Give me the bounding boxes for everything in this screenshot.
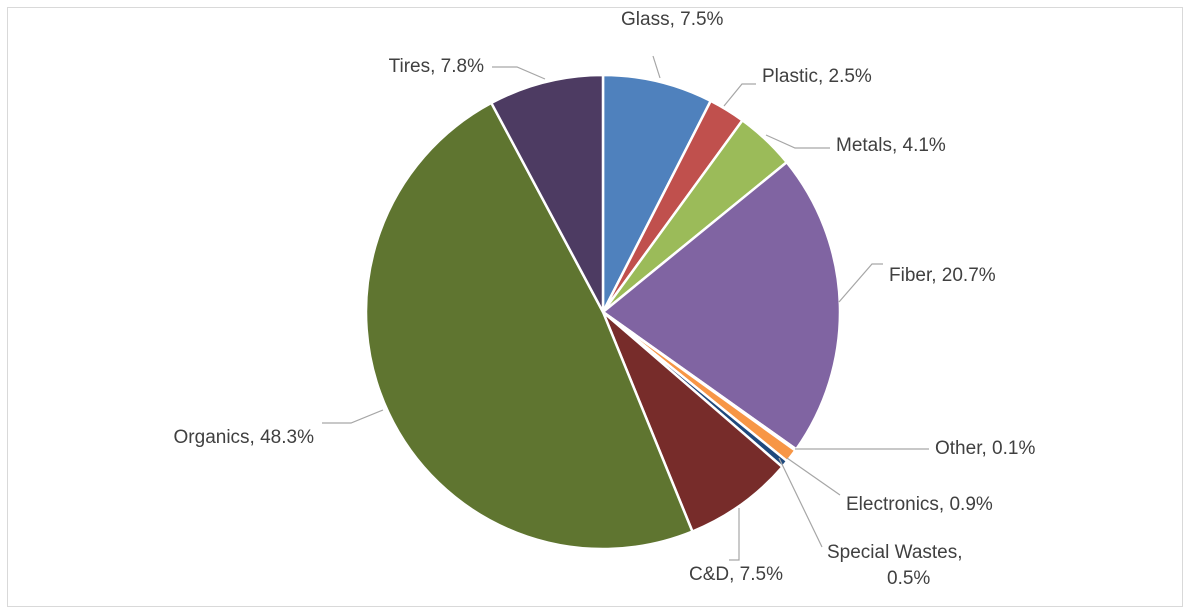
data-label-c-d: C&D, 7.5% <box>689 564 783 585</box>
leader-line-special-wastes <box>778 457 823 548</box>
data-label-plastic: Plastic, 2.5% <box>762 66 872 87</box>
data-label-line: Organics, 48.3% <box>174 427 315 448</box>
data-label-line: Tires, 7.8% <box>389 56 484 77</box>
data-label-tires: Tires, 7.8% <box>389 56 484 77</box>
leader-line-metals <box>765 134 830 149</box>
data-label-special-wastes: Special Wastes, 0.5% <box>827 542 963 589</box>
data-label-electronics: Electronics, 0.9% <box>846 494 993 515</box>
leader-line-tires <box>492 66 546 80</box>
leader-lines <box>322 55 929 561</box>
data-label-other: Other, 0.1% <box>935 438 1035 459</box>
leader-line-organics <box>322 409 384 424</box>
leader-line-fiber <box>838 263 883 303</box>
data-label-line: Electronics, 0.9% <box>846 494 993 515</box>
pie-slice-glass <box>601 73 712 314</box>
data-label-line: Other, 0.1% <box>935 438 1035 459</box>
data-label-fiber: Fiber, 20.7% <box>889 265 996 286</box>
pie-slice-c-d <box>601 310 784 533</box>
leader-line-plastic <box>723 83 756 107</box>
data-label-line: Metals, 4.1% <box>836 135 946 156</box>
data-label-line: C&D, 7.5% <box>689 564 783 585</box>
leader-line-electronics <box>786 457 841 496</box>
pie-slice-organics <box>364 101 694 551</box>
data-label-line: Fiber, 20.7% <box>889 265 996 286</box>
pie-slices <box>364 73 842 551</box>
data-label-glass: Glass, 7.5% <box>621 9 724 30</box>
leader-line-glass <box>652 55 661 79</box>
data-label-line: 0.5% <box>887 568 930 589</box>
leader-line-c-d <box>729 508 740 561</box>
data-labels: Glass, 7.5% Plastic, 2.5% Metals, 4.1% Fibe… <box>174 9 1036 589</box>
pie-slice-fiber <box>601 160 842 451</box>
data-label-line: Special Wastes, <box>827 542 963 563</box>
data-label-metals: Metals, 4.1% <box>836 135 946 156</box>
data-label-line: Plastic, 2.5% <box>762 66 872 87</box>
data-label-organics: Organics, 48.3% <box>174 427 315 448</box>
pie-slice-tires <box>490 73 605 314</box>
data-label-line: Glass, 7.5% <box>621 9 724 30</box>
